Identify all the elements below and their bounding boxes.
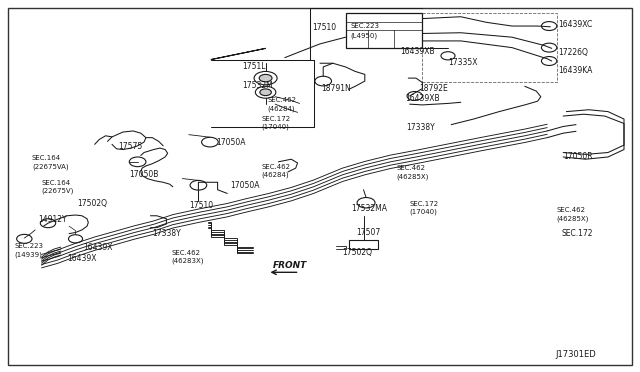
Text: 17507: 17507: [356, 228, 381, 237]
Text: 17335X: 17335X: [448, 58, 477, 67]
Circle shape: [259, 74, 272, 82]
Text: 17050A: 17050A: [216, 138, 246, 147]
Text: 17050R: 17050R: [563, 152, 593, 161]
Text: FRONT: FRONT: [273, 261, 307, 270]
Text: 17502Q: 17502Q: [342, 248, 372, 257]
Text: 17532M: 17532M: [242, 81, 273, 90]
Text: (46285X): (46285X): [397, 173, 429, 180]
Text: (L4950): (L4950): [351, 32, 378, 39]
Text: SEC.462: SEC.462: [397, 165, 426, 171]
Text: (22675VA): (22675VA): [32, 163, 68, 170]
Text: 17532MA: 17532MA: [351, 204, 387, 213]
Text: (22675V): (22675V): [42, 188, 74, 195]
Text: 17050B: 17050B: [129, 170, 159, 179]
Text: 18792E: 18792E: [419, 84, 448, 93]
Text: SEC.462: SEC.462: [261, 164, 290, 170]
Text: 16439X: 16439X: [83, 243, 113, 252]
Text: (17040): (17040): [410, 209, 438, 215]
Text: 14912Y: 14912Y: [38, 215, 67, 224]
Text: (46285X): (46285X): [557, 215, 589, 222]
Text: (46283X): (46283X): [172, 258, 204, 264]
Text: 17226Q: 17226Q: [558, 48, 588, 57]
Text: (46284): (46284): [268, 105, 295, 112]
Text: SEC.164: SEC.164: [32, 155, 61, 161]
Text: (14939): (14939): [14, 251, 42, 258]
Text: 17338Y: 17338Y: [406, 123, 435, 132]
Text: J17301ED: J17301ED: [556, 350, 596, 359]
Text: 16439XB: 16439XB: [400, 47, 435, 56]
Text: 16439XC: 16439XC: [558, 20, 593, 29]
Text: 18791N: 18791N: [321, 84, 351, 93]
Text: 16439XB: 16439XB: [405, 94, 440, 103]
Text: SEC.462: SEC.462: [557, 207, 586, 213]
Circle shape: [260, 89, 271, 96]
Text: SEC.172: SEC.172: [261, 116, 291, 122]
Text: SEC.164: SEC.164: [42, 180, 71, 186]
Text: 17050A: 17050A: [230, 181, 260, 190]
Text: 17510: 17510: [189, 201, 213, 210]
Text: 17575: 17575: [118, 142, 143, 151]
Text: SEC.172: SEC.172: [562, 229, 593, 238]
Text: 17502Q: 17502Q: [77, 199, 107, 208]
Text: (17040): (17040): [261, 124, 289, 131]
Text: 16439X: 16439X: [67, 254, 97, 263]
Text: SEC.172: SEC.172: [410, 201, 439, 207]
Text: 17338Y: 17338Y: [152, 229, 181, 238]
Text: SEC.223: SEC.223: [14, 243, 43, 249]
Text: 1751L: 1751L: [242, 62, 266, 71]
Text: SEC.462: SEC.462: [172, 250, 200, 256]
Text: 17510: 17510: [312, 23, 337, 32]
Text: SEC.462: SEC.462: [268, 97, 296, 103]
Text: (46284): (46284): [261, 171, 289, 178]
Text: 16439KA: 16439KA: [558, 66, 593, 75]
Text: SEC.223: SEC.223: [351, 23, 380, 29]
